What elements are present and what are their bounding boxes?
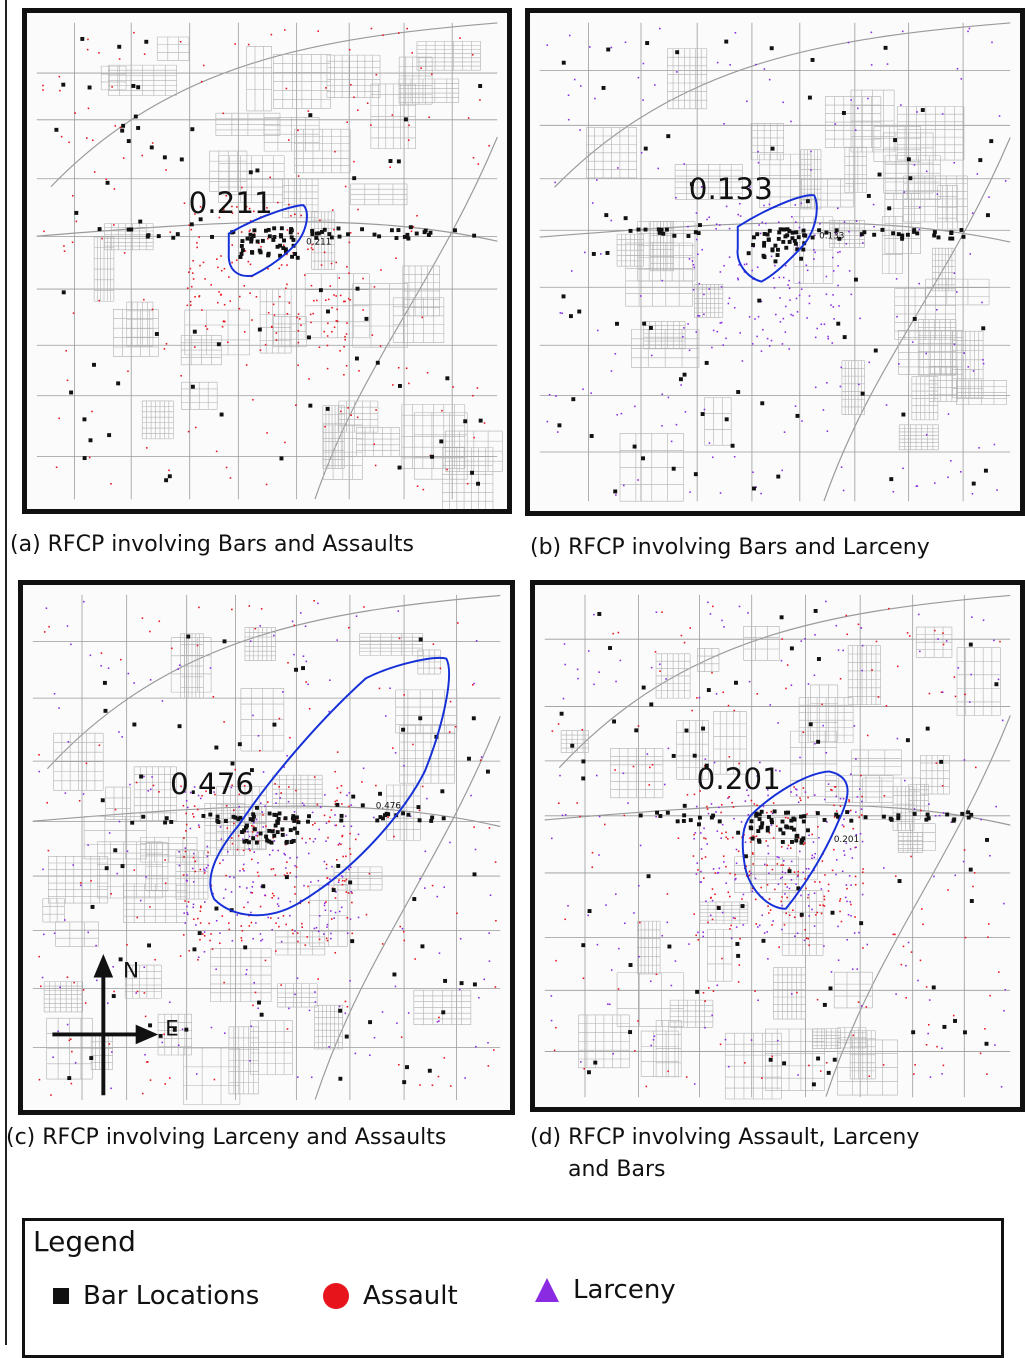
rfcp-score-c: 0.476 [170, 767, 254, 801]
legend-item-larceny: Larceny [535, 1275, 676, 1305]
compass: N E [52, 953, 179, 1096]
incident-points-d [550, 600, 1007, 1088]
rfcp-polygon-b [736, 194, 818, 283]
bar-locations-c [67, 634, 490, 1085]
figure-left-rule [5, 0, 7, 1345]
map-d: 0.201 0.201 [544, 594, 1011, 1100]
assault-circle-icon [323, 1283, 349, 1309]
rfcp-small-label-a: 0.211 [306, 237, 331, 247]
legend-item-bars: Bar Locations [53, 1281, 259, 1311]
caption-b: (b) RFCP involving Bars and Larceny [530, 535, 930, 560]
rfcp-score-a: 0.211 [189, 186, 273, 220]
road-network-d [544, 594, 1011, 1100]
caption-d-line2: and Bars [568, 1157, 666, 1182]
map-panel-c: 0.476 0.476 N E [18, 580, 515, 1115]
larceny-triangle-icon [535, 1278, 559, 1302]
rfcp-score-b: 0.133 [689, 172, 773, 206]
legend-label-assault: Assault [363, 1281, 458, 1311]
map-c: 0.476 0.476 N E [32, 594, 501, 1105]
rfcp-polygon-a [227, 204, 308, 277]
legend: Legend Bar Locations Assault Larceny [22, 1218, 1004, 1358]
map-panel-a: 0.211 0.211 [22, 8, 512, 514]
road-network-b [539, 22, 1011, 502]
rfcp-small-label-d: 0.201 [834, 835, 859, 845]
road-network-c [32, 594, 501, 1105]
caption-c: (c) RFCP involving Larceny and Assaults [6, 1125, 447, 1150]
compass-north-label: N [123, 959, 139, 984]
caption-d-line1: (d) RFCP involving Assault, Larceny [530, 1125, 920, 1150]
road-network-a [36, 22, 503, 509]
legend-label-larceny: Larceny [573, 1275, 676, 1305]
bar-locations-d [559, 608, 999, 1087]
bar-square-icon [53, 1288, 69, 1304]
rfcp-small-label-b: 0.133 [819, 231, 844, 241]
north-arrow-icon [93, 953, 114, 978]
rfcp-polygon-d [741, 770, 849, 910]
rfcp-score-d: 0.201 [697, 762, 781, 796]
map-panel-b: 0.133 0.133 [525, 8, 1025, 516]
legend-title: Legend [33, 1225, 136, 1258]
incident-points-a [42, 27, 490, 491]
east-arrow-icon [135, 1024, 159, 1045]
caption-a: (a) RFCP involving Bars and Assaults [10, 532, 414, 557]
map-a: 0.211 0.211 [36, 22, 503, 509]
bar-locations-a [54, 36, 483, 486]
compass-east-label: E [165, 1016, 179, 1041]
map-b: 0.133 0.133 [539, 22, 1011, 502]
legend-label-bars: Bar Locations [83, 1281, 260, 1311]
rfcp-polygon-c [209, 657, 450, 917]
map-panel-d: 0.201 0.201 [530, 580, 1025, 1112]
legend-item-assault: Assault [323, 1281, 458, 1311]
rfcp-small-label-c: 0.476 [376, 802, 402, 812]
